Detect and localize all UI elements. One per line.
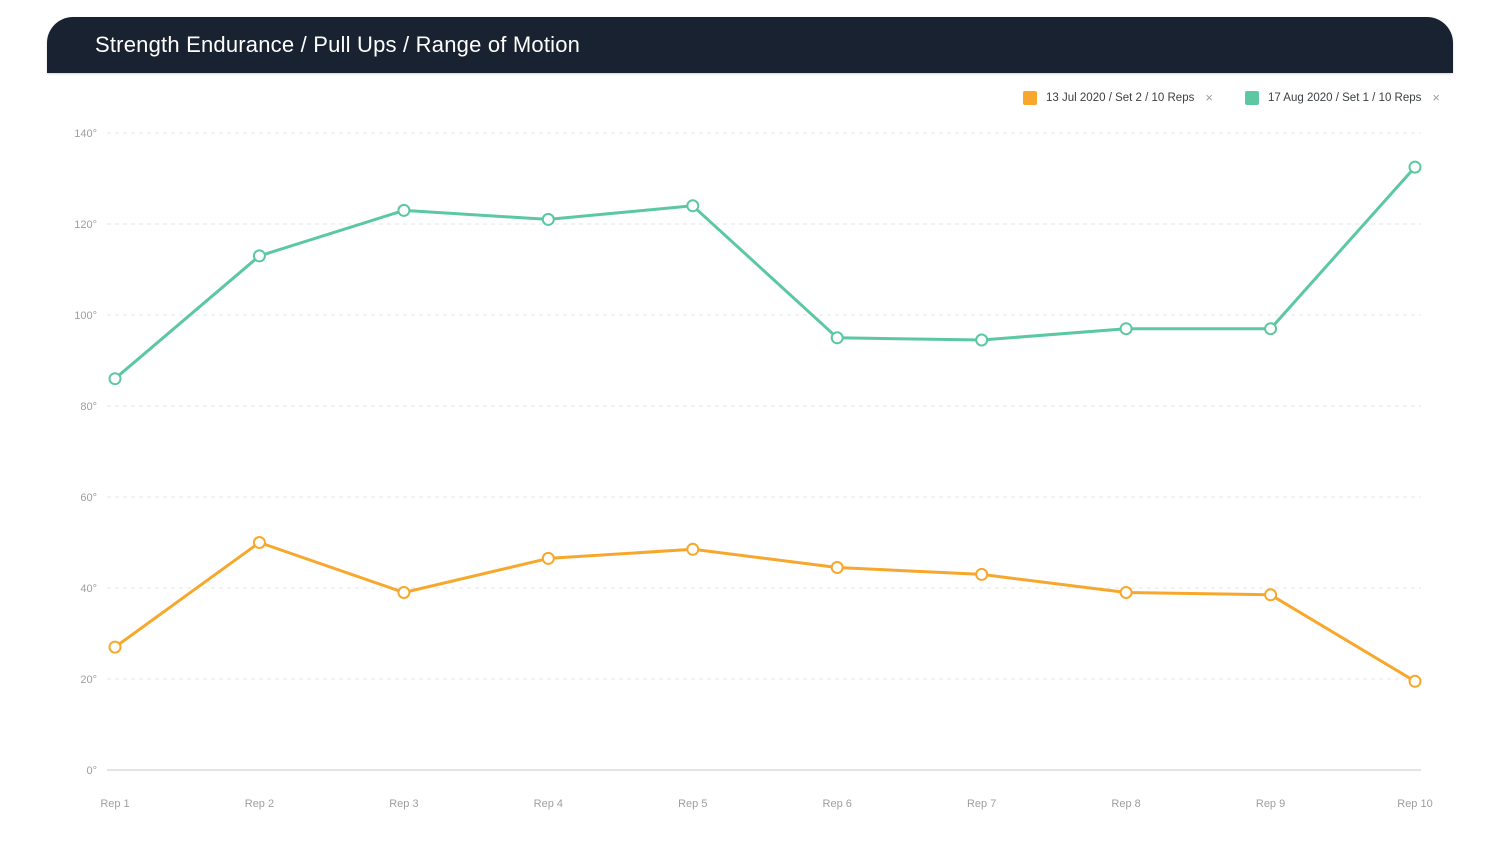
x-axis-tick-label: Rep 9 bbox=[1256, 798, 1285, 810]
data-point[interactable] bbox=[541, 212, 555, 226]
x-axis-tick-label: Rep 5 bbox=[678, 798, 707, 810]
y-axis-tick-label: 100° bbox=[74, 310, 97, 322]
data-point[interactable] bbox=[541, 551, 555, 565]
chart-title-bar: Strength Endurance / Pull Ups / Range of… bbox=[47, 17, 1453, 73]
data-point[interactable] bbox=[1264, 322, 1278, 336]
close-icon[interactable]: × bbox=[1432, 90, 1440, 105]
x-axis-tick-label: Rep 7 bbox=[967, 798, 996, 810]
x-axis-tick-label: Rep 8 bbox=[1111, 798, 1140, 810]
y-axis-tick-label: 40° bbox=[80, 583, 97, 595]
data-point[interactable] bbox=[397, 586, 411, 599]
data-point[interactable] bbox=[975, 333, 989, 347]
data-point[interactable] bbox=[830, 331, 844, 345]
data-point[interactable] bbox=[1264, 588, 1278, 602]
close-icon[interactable]: × bbox=[1205, 90, 1213, 105]
data-point[interactable] bbox=[252, 536, 266, 549]
x-axis-tick-label: Rep 2 bbox=[245, 798, 274, 810]
x-axis-tick-label: Rep 1 bbox=[100, 798, 129, 810]
data-point[interactable] bbox=[975, 567, 989, 581]
y-axis-tick-label: 20° bbox=[80, 674, 97, 686]
data-point[interactable] bbox=[108, 640, 122, 654]
data-point[interactable] bbox=[830, 561, 844, 574]
data-point[interactable] bbox=[686, 199, 700, 213]
page-title: Strength Endurance / Pull Ups / Range of… bbox=[95, 32, 581, 57]
y-axis-tick-label: 80° bbox=[80, 401, 97, 413]
data-point[interactable] bbox=[686, 542, 700, 556]
y-axis-tick-label: 140° bbox=[74, 128, 97, 140]
data-point[interactable] bbox=[1408, 160, 1422, 174]
series-line-0 bbox=[113, 541, 1417, 683]
legend-swatch-icon bbox=[1023, 90, 1038, 105]
x-axis-tick-label: Rep 3 bbox=[389, 798, 418, 810]
x-axis-tick-label: Rep 10 bbox=[1397, 798, 1432, 810]
data-point[interactable] bbox=[1408, 674, 1422, 688]
x-axis-tick-label: Rep 6 bbox=[823, 798, 852, 810]
data-point[interactable] bbox=[1119, 586, 1133, 599]
legend-label: 13 Jul 2020 / Set 2 / 10 Reps bbox=[1046, 91, 1195, 104]
data-point[interactable] bbox=[108, 372, 122, 386]
series-line-1 bbox=[113, 165, 1417, 381]
legend-item-0[interactable]: 13 Jul 2020 / Set 2 / 10 Reps × bbox=[1023, 90, 1215, 105]
data-point[interactable] bbox=[252, 249, 266, 263]
legend-label: 17 Aug 2020 / Set 1 / 10 Reps bbox=[1267, 91, 1422, 104]
data-point[interactable] bbox=[1119, 322, 1133, 336]
y-axis-tick-label: 120° bbox=[74, 219, 97, 231]
y-axis-tick-label: 60° bbox=[80, 492, 97, 504]
legend-item-1[interactable]: 17 Aug 2020 / Set 1 / 10 Reps × bbox=[1244, 90, 1442, 105]
legend-swatch-icon bbox=[1244, 90, 1259, 105]
data-point[interactable] bbox=[397, 203, 411, 217]
y-axis-tick-label: 0° bbox=[86, 765, 97, 777]
chart-legend: 13 Jul 2020 / Set 2 / 10 Reps × 17 Aug 202… bbox=[1023, 90, 1442, 105]
x-axis-tick-label: Rep 4 bbox=[534, 798, 563, 810]
